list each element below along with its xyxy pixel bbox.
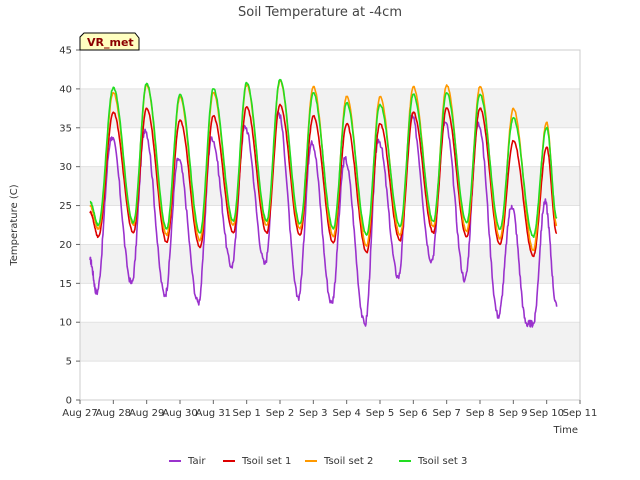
series-line-tair — [89, 111, 558, 328]
x-tick-label: Sep 4 — [332, 408, 360, 419]
chart-title: Soil Temperature at -4cm — [238, 5, 402, 20]
series-line-tsoil-set-3 — [89, 78, 558, 238]
x-tick-label: Aug 27 — [62, 408, 97, 419]
x-tick-label: Sep 11 — [563, 408, 598, 419]
y-tick-label: 10 — [59, 318, 72, 329]
y-tick-label: 0 — [66, 396, 72, 407]
x-tick-label: Aug 31 — [196, 408, 231, 419]
x-tick-label: Aug 28 — [96, 408, 131, 419]
grid-band — [80, 322, 580, 362]
grid-band — [80, 166, 580, 206]
legend: Tair Tsoil set 1 Tsoil set 2 Tsoil set 3 — [169, 456, 467, 467]
series-layer — [89, 78, 558, 328]
x-tick-label: Aug 30 — [162, 408, 197, 419]
grid-band — [80, 88, 580, 128]
grid-band — [80, 244, 580, 284]
y-tick-label: 25 — [59, 201, 72, 212]
legend-label: Tsoil set 1 — [241, 456, 291, 467]
y-axis-title: Temperature (C) — [9, 184, 20, 266]
station-badge: VR_met — [79, 32, 140, 51]
x-tick-label: Sep 3 — [299, 408, 327, 419]
station-badge-shape — [79, 32, 140, 51]
x-tick-label: Sep 5 — [366, 408, 394, 419]
legend-label: Tsoil set 3 — [417, 456, 467, 467]
grid-bands — [80, 88, 580, 362]
x-tick-label: Sep 10 — [529, 408, 564, 419]
x-tick-label: Sep 8 — [466, 408, 494, 419]
legend-label: Tair — [187, 456, 206, 467]
x-tick-label: Sep 7 — [432, 408, 460, 419]
y-tick-label: 45 — [59, 46, 72, 57]
x-axis-title: Time — [553, 425, 578, 436]
y-tick-label: 30 — [59, 162, 72, 173]
legend-label: Tsoil set 2 — [323, 456, 373, 467]
y-tick-label: 15 — [59, 279, 72, 290]
x-tick-label: Sep 2 — [266, 408, 294, 419]
y-tick-label: 5 — [66, 357, 72, 368]
y-axis-ticks: 0 5 10 15 20 25 30 35 40 45 — [59, 46, 80, 407]
station-badge-label: VR_met — [87, 36, 134, 49]
y-tick-label: 40 — [59, 84, 72, 95]
x-tick-label: Aug 29 — [129, 408, 164, 419]
plot-area-border — [79, 49, 581, 401]
x-tick-label: Sep 9 — [499, 408, 527, 419]
series-line-tsoil-set-1 — [89, 103, 558, 258]
x-tick-label: Sep 1 — [232, 408, 260, 419]
y-tick-label: 35 — [59, 123, 72, 134]
y-tick-label: 20 — [59, 240, 72, 251]
x-tick-label: Sep 6 — [399, 408, 427, 419]
